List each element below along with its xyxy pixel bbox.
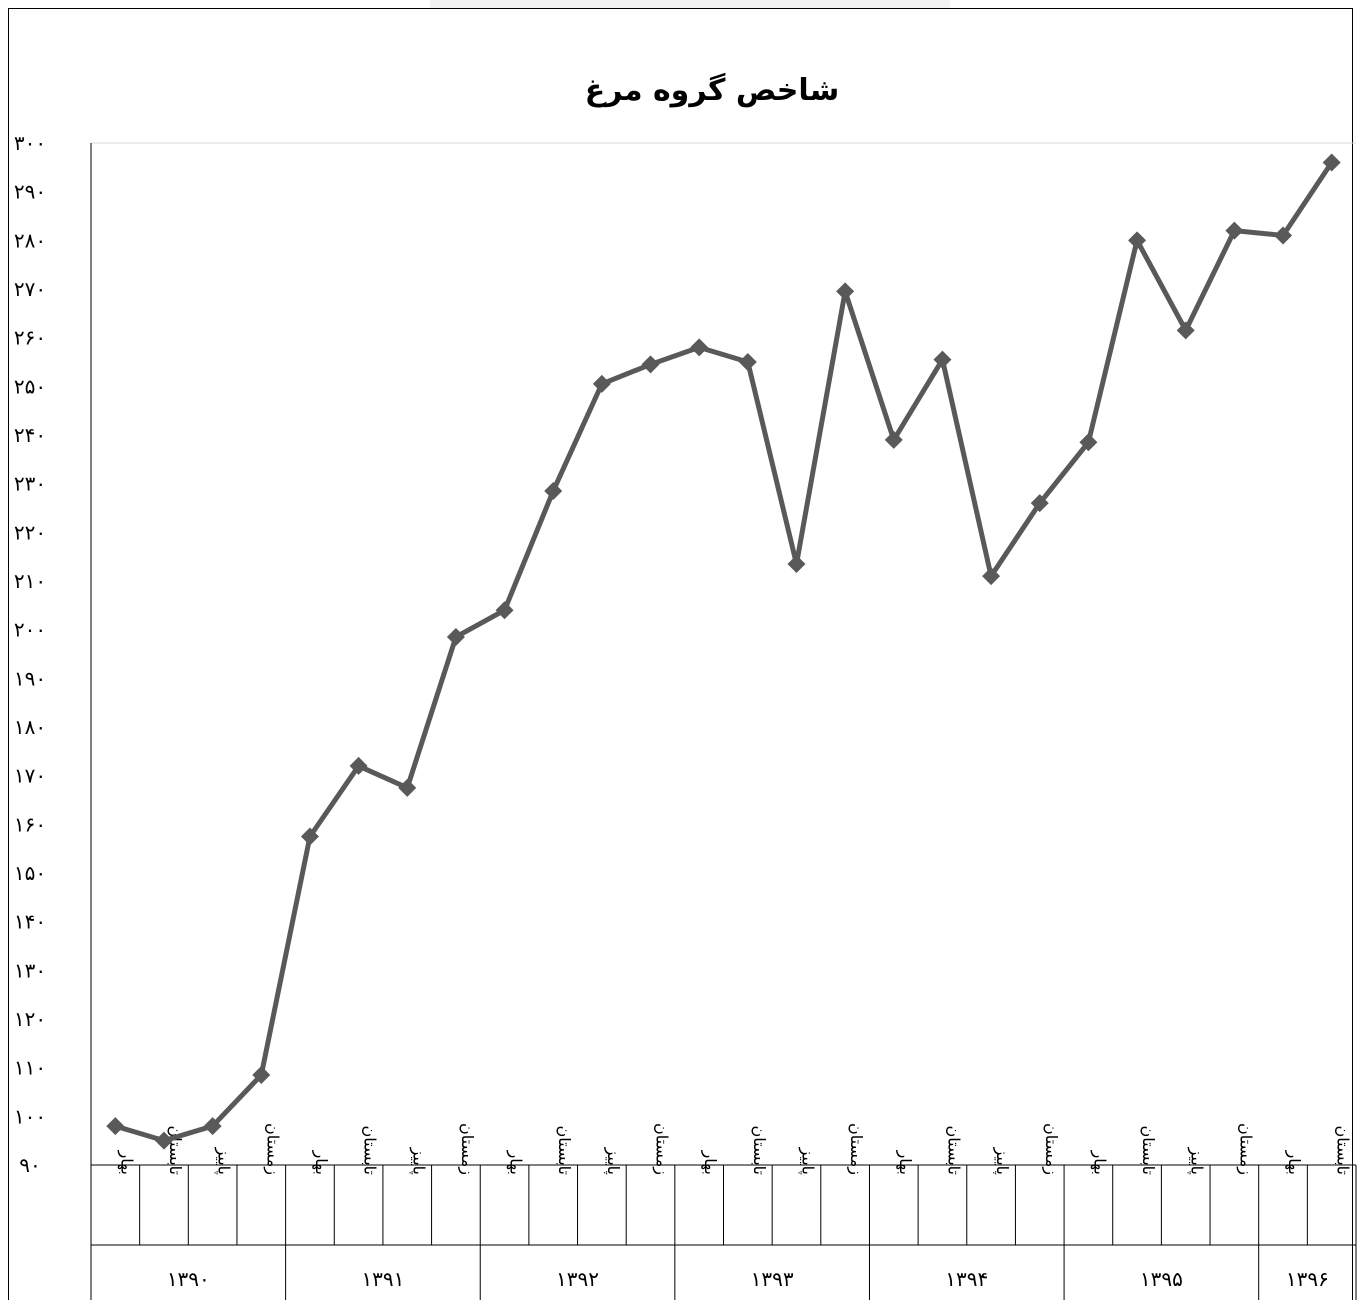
y-tick-label: ۳۰۰ [14, 131, 46, 155]
data-point [446, 627, 465, 646]
data-point [592, 374, 611, 393]
y-axis: ۹۰ ۱۰۰ ۱۱۰ ۱۲۰ ۱۳۰ ۱۴۰ ۱۵۰ ۱۶۰ ۱۷۰ ۱۸۰ ۱۹۰ ۲۰۰ ۲۱۰ ۲۲… [14, 131, 1356, 1177]
y-tick-label: ۱۸۰ [14, 715, 46, 739]
year-label: ۱۳۹۰ [167, 1267, 210, 1291]
data-point [495, 601, 514, 620]
data-point [933, 350, 952, 369]
x-tick-label: بهار [506, 1150, 526, 1175]
x-axis: بهار تابستان پاییز زمستان بهار تابستان پاییز زم… [90, 1123, 1357, 1300]
data-point [1079, 433, 1098, 452]
x-tick-label: پاییز [992, 1147, 1012, 1175]
year-label: ۱۳۹۶ [1286, 1267, 1329, 1291]
y-tick-label: ۱۲۰ [14, 1007, 46, 1031]
data-point [544, 481, 563, 500]
y-tick-label: ۲۶۰ [14, 326, 46, 350]
year-label: ۱۳۹۳ [751, 1267, 794, 1291]
x-tick-label: زمستان [457, 1123, 477, 1175]
y-tick-label: ۲۸۰ [14, 228, 46, 252]
y-tick-label: ۱۶۰ [14, 812, 46, 836]
x-tick-label: زمستان [846, 1123, 866, 1175]
x-tick-label: پاییز [214, 1147, 234, 1175]
y-tick-label: ۱۵۰ [14, 861, 46, 885]
y-tick-label: ۲۷۰ [14, 277, 46, 301]
y-tick-label: ۲۰۰ [14, 618, 46, 642]
x-tick-label: بهار [895, 1150, 915, 1175]
y-tick-label: ۱۳۰ [14, 958, 46, 982]
x-tick-label: زمستان [1235, 1123, 1255, 1175]
x-tick-label: تابستان [1334, 1125, 1353, 1175]
data-point [398, 778, 417, 797]
series [106, 153, 1341, 1150]
x-tick-label: تابستان [750, 1125, 769, 1175]
x-tick-label: بهار [116, 1150, 136, 1175]
x-tick-label: تابستان [555, 1125, 574, 1175]
chart-top-tab [430, 0, 950, 8]
x-tick-label: بهار [1089, 1150, 1109, 1175]
x-tick-label: پاییز [797, 1147, 817, 1175]
data-point [1176, 321, 1195, 340]
x-tick-label: بهار [311, 1150, 331, 1175]
y-tick-label: ۲۱۰ [14, 569, 46, 593]
y-tick-label: ۲۵۰ [14, 374, 46, 398]
y-tick-label: ۲۳۰ [14, 472, 46, 496]
chart-title: شاخص گروه مرغ [585, 72, 839, 108]
y-tick-label: ۱۴۰ [14, 910, 46, 934]
data-point [1030, 494, 1049, 513]
chart-frame [8, 8, 1353, 1300]
data-point [787, 554, 806, 573]
year-label: ۱۳۹۴ [945, 1267, 988, 1291]
x-tick-label: تابستان [944, 1125, 963, 1175]
data-point [154, 1131, 173, 1150]
data-point [203, 1117, 222, 1136]
x-tick-label: تابستان [361, 1125, 380, 1175]
year-label: ۱۳۹۵ [1140, 1267, 1183, 1291]
data-point [1225, 221, 1244, 240]
data-point [884, 430, 903, 449]
x-tick-label: بهار [1284, 1150, 1304, 1175]
data-point [106, 1117, 125, 1136]
y-tick-label: ۲۲۰ [14, 520, 46, 544]
x-tick-label: زمستان [262, 1123, 282, 1175]
data-point [690, 338, 709, 357]
x-tick-label: زمستان [1041, 1123, 1061, 1175]
data-point [300, 827, 319, 846]
y-tick-label: ۹۰ [19, 1153, 40, 1177]
x-tick-label: پاییز [1187, 1147, 1207, 1175]
data-point [1274, 226, 1293, 245]
x-tick-label: بهار [700, 1150, 720, 1175]
y-tick-label: ۱۷۰ [14, 764, 46, 788]
y-tick-label: ۲۹۰ [14, 180, 46, 204]
y-tick-label: ۲۴۰ [14, 423, 46, 447]
data-point [252, 1065, 271, 1084]
data-point [1128, 231, 1147, 250]
data-point [1322, 153, 1341, 172]
data-point [349, 756, 368, 775]
data-point [836, 282, 855, 301]
x-tick-label: پاییز [603, 1147, 623, 1175]
y-tick-label: ۱۹۰ [14, 666, 46, 690]
year-label: ۱۳۹۱ [361, 1267, 404, 1291]
data-point [982, 567, 1001, 586]
x-tick-label: تابستان [1139, 1125, 1158, 1175]
series-line [114, 161, 1334, 1144]
year-label: ۱۳۹۲ [556, 1267, 599, 1291]
x-tick-label: پاییز [408, 1147, 428, 1175]
data-point [641, 355, 660, 374]
y-tick-label: ۱۱۰ [14, 1056, 46, 1080]
x-tick-label: زمستان [652, 1123, 672, 1175]
y-tick-label: ۱۰۰ [14, 1104, 46, 1128]
data-point [738, 353, 757, 371]
